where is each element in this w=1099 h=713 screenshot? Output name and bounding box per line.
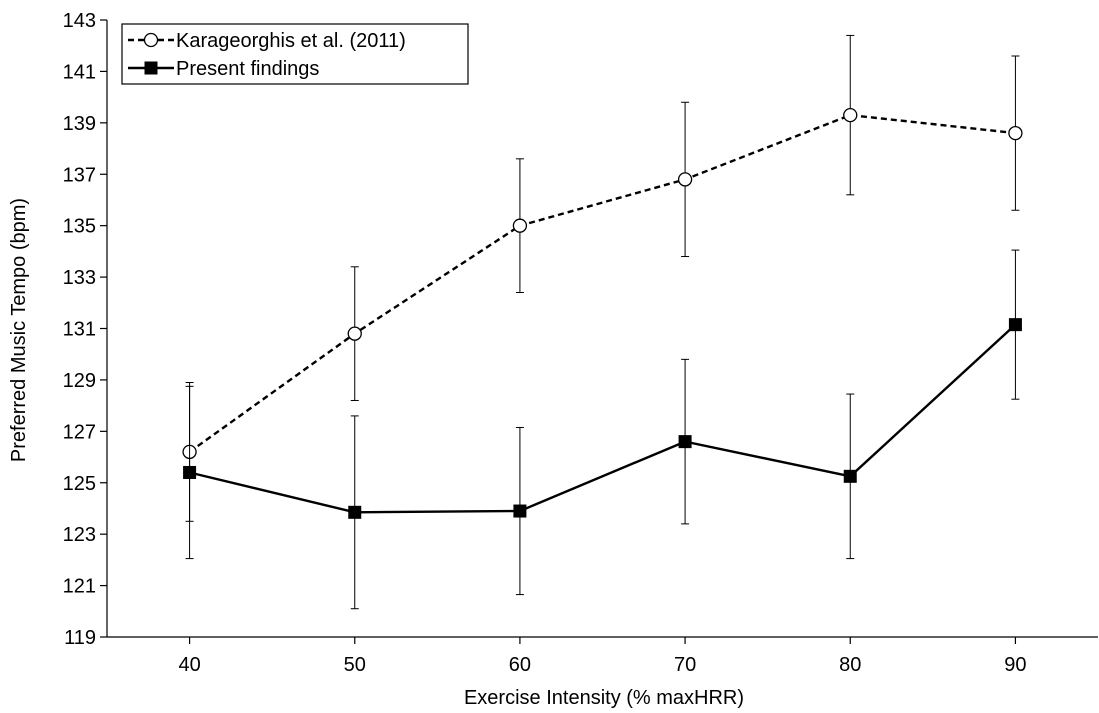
series-line [189,323,1017,514]
data-point [843,469,857,483]
y-tick-label: 139 [63,113,96,135]
y-axis: 119 121 123 125 127 129 131 133 135 137 139 141 143 [63,10,108,649]
y-tick-label: 131 [63,319,96,341]
data-point [347,326,362,341]
legend-item: Present findings [128,58,319,80]
x-axis: 40 50 60 70 80 90 [107,636,1098,676]
y-tick-label: 121 [63,576,96,598]
series-layer [182,34,1023,610]
y-tick-label: 129 [63,370,96,392]
legend-label: Karageorghis et al. (2011) [176,30,406,52]
legend-marker [143,32,159,48]
series-1 [182,34,1023,522]
data-point [843,107,858,123]
x-tick-label: 80 [839,654,861,676]
x-tick-label: 70 [674,654,696,676]
y-tick-label: 127 [63,421,96,443]
y-tick-label: 137 [63,164,96,186]
data-point [183,465,197,479]
y-tick-label: 119 [64,627,96,649]
legend: Karageorghis et al. (2011) Present findin… [121,23,469,85]
x-tick-label: 50 [344,654,366,676]
legend-marker [144,61,158,75]
y-tick-label: 143 [63,10,96,32]
legend-box [121,23,469,85]
y-tick-label: 125 [63,473,96,495]
data-point [348,505,362,519]
data-point [512,218,528,233]
x-tick-label: 40 [178,654,200,676]
data-point [677,172,693,187]
y-axis-title: Preferred Music Tempo (bpm) [8,198,30,462]
series-2 [183,249,1022,610]
data-point [1008,125,1023,141]
legend-item: Karageorghis et al. (2011) [128,30,406,52]
data-point [513,504,527,518]
y-tick-label: 133 [63,267,96,289]
y-tick-label: 123 [63,524,96,546]
legend-label: Present findings [176,58,319,80]
x-tick-label: 90 [1004,654,1026,676]
x-tick-label: 60 [509,654,531,676]
series-line [188,113,1016,453]
data-point [678,435,692,449]
x-axis-title: Exercise Intensity (% maxHRR) [464,687,744,709]
y-tick-label: 135 [63,216,96,238]
y-tick-label: 141 [63,61,96,83]
data-point [1008,318,1022,332]
